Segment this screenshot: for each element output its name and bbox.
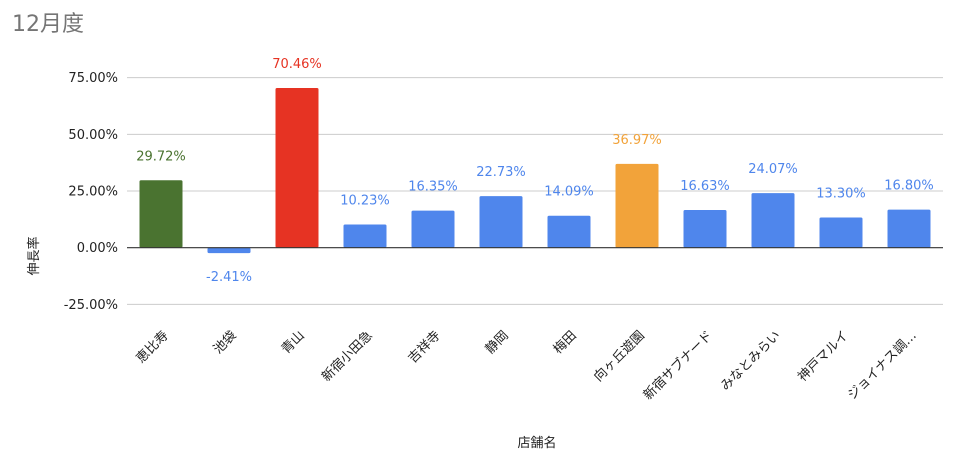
bars — [139, 87, 931, 254]
data-label: 16.35% — [408, 180, 458, 195]
x-category-label: 梅田 — [551, 328, 580, 357]
data-labels: 29.72% -2.41% 70.46% 10.23% 16.35% 22.73% 14.0… — [136, 57, 934, 285]
y-tick-label: 0.00% — [77, 241, 118, 256]
data-label: 10.23% — [340, 193, 390, 208]
y-tick-label: 25.00% — [68, 185, 118, 200]
bar — [615, 163, 659, 248]
data-label: 16.63% — [680, 179, 730, 194]
y-tick-label: 75.00% — [68, 71, 118, 86]
x-category-label: 向ヶ丘遊園 — [591, 328, 648, 385]
x-category-label: 静岡 — [483, 328, 512, 357]
data-label: 29.72% — [136, 149, 186, 164]
bar — [343, 224, 387, 248]
data-label: 70.46% — [272, 57, 322, 72]
y-tick-label: 50.00% — [68, 128, 118, 143]
x-category-label: 新宿小田急 — [319, 328, 376, 385]
data-label: -2.41% — [206, 270, 252, 285]
x-category-label: みなとみらい — [718, 328, 784, 394]
data-label: 24.07% — [748, 162, 798, 177]
x-axis-title: 店舗名 — [517, 435, 556, 451]
data-label: 22.73% — [476, 165, 526, 180]
y-tick-label: -25.00% — [64, 298, 118, 313]
bar — [547, 215, 591, 248]
data-label: 13.30% — [816, 187, 866, 202]
x-category-label: ジョイナス調… — [845, 328, 920, 403]
bar — [207, 247, 251, 254]
x-category-label: 新宿サブナード — [640, 328, 716, 404]
bar — [479, 196, 523, 248]
x-category-label: 恵比寿 — [134, 328, 172, 366]
data-label: 36.97% — [612, 133, 662, 148]
bar — [139, 180, 183, 248]
bar — [887, 209, 931, 248]
x-category-label: 神戸マルイ — [795, 328, 852, 385]
data-label: 16.80% — [884, 179, 934, 194]
chart-title: 12月度 — [12, 12, 84, 37]
bar — [683, 209, 727, 248]
bar — [819, 217, 863, 248]
y-axis-ticks: 75.00% 50.00% 25.00% 0.00% -25.00% — [64, 71, 118, 313]
y-axis-title: 伸長率 — [26, 236, 42, 275]
bar — [411, 210, 455, 248]
x-category-label: 青山 — [279, 328, 308, 357]
data-label: 14.09% — [544, 185, 594, 200]
x-category-label: 池袋 — [211, 328, 240, 357]
gridlines — [127, 77, 943, 305]
bar — [275, 87, 319, 248]
x-category-label: 吉祥寺 — [406, 328, 444, 366]
bar — [751, 193, 795, 248]
